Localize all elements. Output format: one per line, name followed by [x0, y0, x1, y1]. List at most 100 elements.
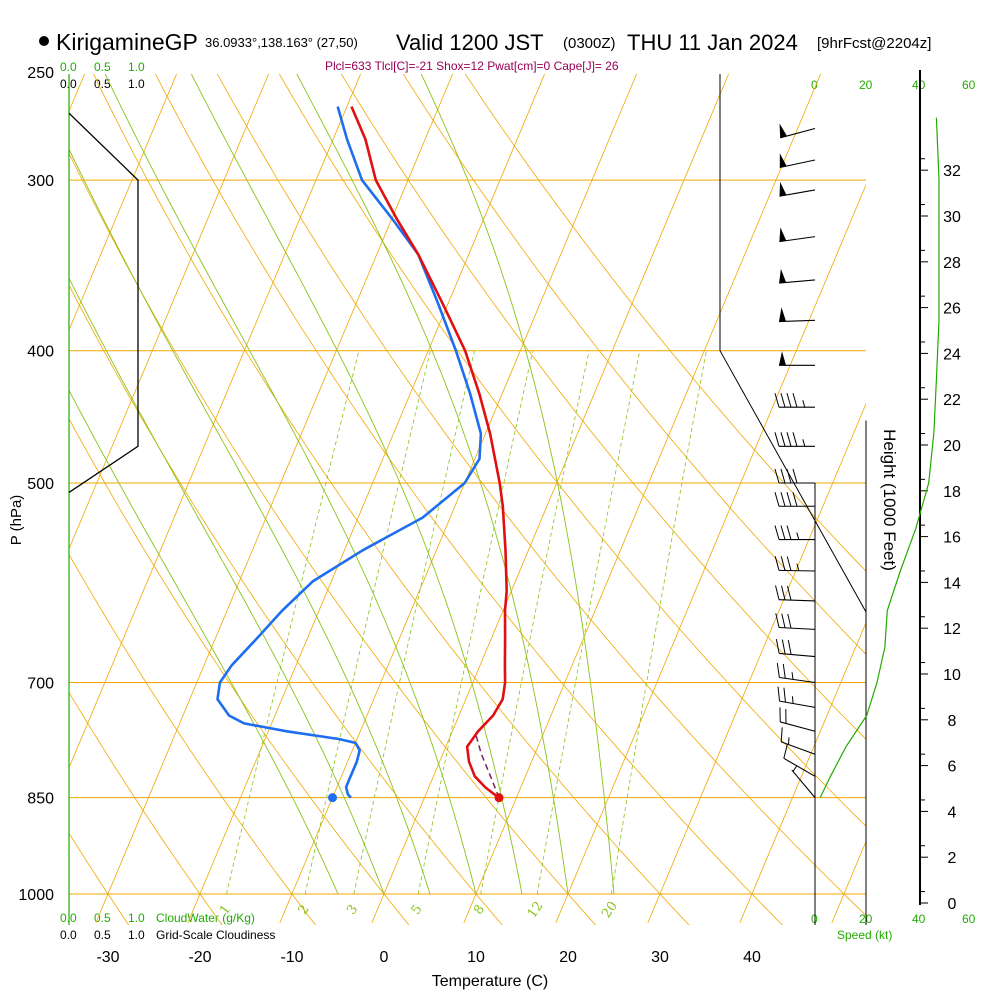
wind-barb-half-feather	[788, 737, 790, 745]
isotherm	[371, 74, 730, 924]
cloudwater-tick-2-bottom: 1.0	[128, 911, 145, 925]
speed-tick-top-40: 40	[912, 78, 926, 92]
wind-barb-pennant	[779, 351, 786, 366]
wind-barb-feather	[781, 585, 786, 600]
moist-adiabat	[296, 74, 569, 895]
wind-barb-pennant	[779, 181, 787, 197]
temperature-tick-label: -10	[280, 949, 303, 966]
station-coords: 36.0933°,138.163° (27,50)	[205, 35, 358, 50]
wind-barb-pennant	[779, 153, 787, 168]
wind-barb	[774, 468, 815, 484]
mixing-ratio-line	[304, 350, 431, 895]
dry-adiabat	[278, 74, 866, 827]
cloudwater-tick-0: 0.0	[60, 60, 77, 74]
wind-barb-feather	[782, 663, 786, 679]
wind-barb-half-feather	[796, 563, 800, 571]
isotherm	[924, 48, 1000, 923]
height-tick-label: 10	[943, 667, 961, 684]
wind-barb-feather	[786, 468, 792, 484]
pressure-tick-label: 250	[27, 65, 54, 82]
isotherm	[647, 402, 866, 924]
height-tick-label: 0	[948, 896, 957, 913]
wind-barb-feather	[792, 432, 798, 447]
wind-barb	[779, 123, 816, 139]
temperature-tick-label: -30	[96, 949, 119, 966]
dry-adiabat	[216, 74, 866, 917]
wind-barb-half-feather	[792, 765, 798, 772]
cloudiness-tick-0-bottom: 0.0	[60, 928, 77, 942]
cloudwater-tick-1-bottom: 0.5	[94, 911, 111, 925]
wind-barb-feather	[780, 432, 786, 447]
wind-barb	[779, 153, 816, 169]
wind-speed-line	[819, 117, 940, 798]
wind-barb-feather	[775, 585, 780, 600]
cloudiness-label: Grid-Scale Cloudiness	[156, 928, 275, 942]
pressure-tick-label: 300	[27, 173, 54, 190]
valid-time: Valid 1200 JST	[396, 30, 544, 55]
wind-barb	[779, 707, 816, 732]
moist-adiabat	[104, 74, 477, 895]
wind-barb-feather	[792, 393, 798, 408]
wind-barb	[777, 686, 816, 708]
wind-barb-half-feather	[796, 532, 800, 540]
wind-barb-feather	[775, 613, 780, 628]
wind-barb-pennant	[779, 307, 786, 322]
moist-adiabat	[69, 277, 385, 895]
wind-barb-feather	[780, 393, 786, 408]
station-marker-icon	[39, 36, 49, 46]
diagram-grid	[69, 48, 1000, 925]
wind-barb-staff	[780, 721, 816, 732]
wind-barb-feather	[786, 525, 792, 540]
wind-barb	[791, 765, 816, 798]
height-tick-label: 32	[943, 163, 961, 180]
wind-barb-feather	[780, 525, 786, 540]
surface-dewpoint-marker	[327, 793, 337, 803]
wind-barb	[779, 268, 816, 284]
wind-barb-feather	[783, 687, 786, 703]
dry-adiabat	[93, 74, 690, 925]
mixing-ratio-label: 12	[525, 899, 547, 921]
moist-adiabat	[190, 74, 523, 895]
temperature-tick-label: 40	[743, 949, 761, 966]
pressure-tick-label: 850	[27, 791, 54, 808]
pressure-tick-label: 400	[27, 344, 54, 361]
mixing-ratio-line	[536, 350, 641, 895]
height-tick-label: 24	[943, 346, 961, 363]
mixing-ratio-label: 5	[409, 902, 426, 917]
wind-barbs	[774, 117, 940, 798]
wind-barb-staff	[780, 127, 816, 139]
wind-barb-staff	[778, 569, 816, 572]
wind-barb-feather	[787, 585, 792, 601]
dry-adiabat	[69, 691, 223, 925]
valid-utc: (0300Z)	[563, 35, 616, 52]
height-tick-label: 14	[943, 575, 961, 592]
wind-barb	[774, 393, 815, 408]
wind-barb-staff	[779, 279, 816, 284]
wind-barb-staff	[779, 189, 816, 197]
wind-panel-edge	[719, 350, 867, 613]
temperature-tick-label: 10	[467, 949, 485, 966]
height-tick-label: 20	[943, 438, 961, 455]
wind-barb-feather	[780, 468, 786, 484]
wind-barb	[774, 556, 816, 572]
speed-tick-bottom-40: 40	[912, 912, 926, 926]
dewpoint-line	[216, 106, 483, 799]
temperature-tick-label: 20	[559, 949, 577, 966]
wind-barb-feather	[774, 556, 780, 571]
valid-date: THU 11 Jan 2024	[627, 30, 798, 55]
dry-adiabat	[69, 417, 410, 925]
mixing-ratio-label: 2	[296, 902, 313, 917]
wind-barb-pennant	[779, 227, 787, 242]
cloud-scale-bottom: 0.0 0.5 1.0 CloudWater (g/Kg) 0.0 0.5 1.…	[60, 911, 275, 942]
cloudiness-tick-1: 0.5	[94, 77, 111, 91]
wind-barb-staff	[791, 769, 816, 798]
speed-tick-top-60: 60	[962, 78, 976, 92]
wind-barb-feather	[780, 492, 786, 507]
wind-barb-feather	[774, 393, 780, 408]
cloudiness-tick-2-bottom: 1.0	[128, 928, 145, 942]
wind-barb	[776, 663, 816, 684]
speed-tick-top-0: 0	[811, 78, 818, 92]
cloud-profile	[68, 112, 139, 493]
wind-barb-half-feather	[791, 696, 794, 704]
